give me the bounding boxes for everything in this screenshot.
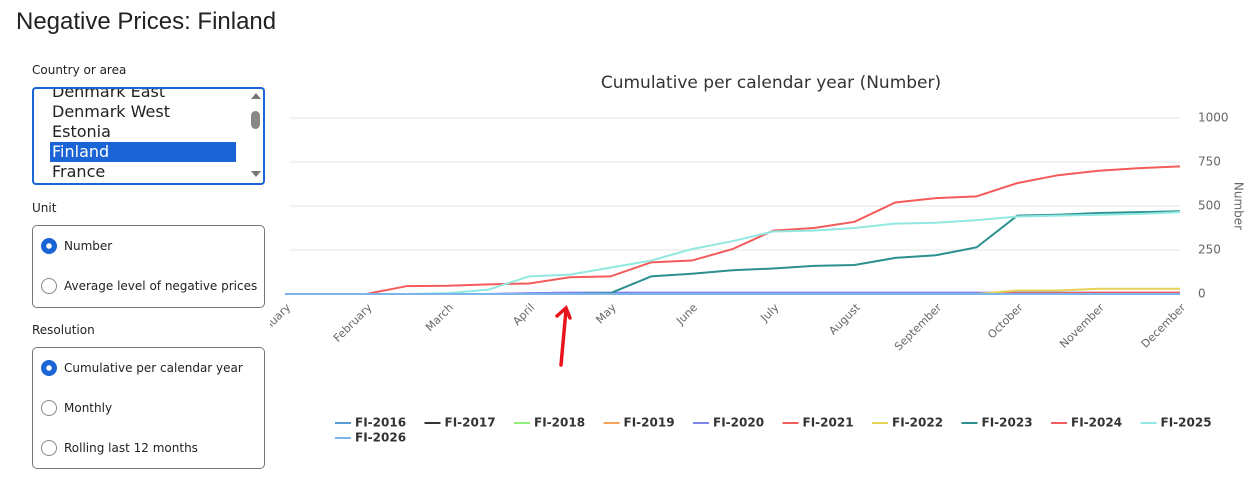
x-tick-label: October bbox=[985, 301, 1026, 342]
legend-label: FI-2017 bbox=[445, 416, 496, 430]
x-tick-label: March bbox=[423, 301, 456, 334]
legend-label: FI-2022 bbox=[892, 416, 943, 430]
x-tick-label: September bbox=[892, 301, 945, 354]
resolution-option[interactable]: Rolling last 12 months bbox=[41, 439, 198, 457]
legend-label: FI-2025 bbox=[1161, 416, 1212, 430]
page-title: Negative Prices: Finland bbox=[16, 8, 277, 35]
legend-label: FI-2023 bbox=[982, 416, 1033, 430]
country-option[interactable]: Denmark East bbox=[52, 87, 166, 101]
unit-option[interactable]: Average level of negative prices bbox=[41, 277, 257, 295]
legend-label: FI-2016 bbox=[355, 416, 406, 430]
legend-label: FI-2018 bbox=[534, 416, 585, 430]
legend-label: FI-2021 bbox=[803, 416, 854, 430]
x-tick-label: May bbox=[593, 301, 619, 327]
chart: Cumulative per calendar year (Number) Nu… bbox=[270, 73, 1246, 445]
country-option[interactable]: Finland bbox=[50, 142, 236, 162]
unit-label: Unit bbox=[32, 201, 57, 215]
x-tick-label: June bbox=[673, 301, 700, 328]
annotation-arrow bbox=[555, 305, 572, 367]
unit-option[interactable]: Number bbox=[41, 237, 112, 255]
x-tick-label: December bbox=[1139, 301, 1189, 351]
y-tick-label: 1000 bbox=[1198, 111, 1229, 125]
y-tick-label: 500 bbox=[1198, 199, 1221, 213]
x-tick-label: November bbox=[1057, 301, 1107, 351]
x-tick-label: July bbox=[758, 301, 782, 325]
legend-label: FI-2020 bbox=[713, 416, 764, 430]
unit-group: Number Average level of negative prices bbox=[32, 225, 265, 308]
country-label: Country or area bbox=[32, 63, 127, 77]
resolution-option[interactable]: Cumulative per calendar year bbox=[41, 359, 243, 377]
y-tick-label: 250 bbox=[1198, 243, 1221, 257]
legend-label: FI-2024 bbox=[1071, 416, 1122, 430]
chart-title: Cumulative per calendar year (Number) bbox=[601, 73, 941, 93]
legend-label: FI-2026 bbox=[355, 431, 406, 445]
series-line bbox=[285, 210, 1181, 295]
x-tick-label: April bbox=[510, 301, 537, 328]
resolution-label: Resolution bbox=[32, 323, 95, 337]
country-option[interactable]: France bbox=[52, 162, 106, 181]
y-tick-label: 0 bbox=[1198, 287, 1206, 301]
y-tick-label: 750 bbox=[1198, 155, 1221, 169]
resolution-option[interactable]: Monthly bbox=[41, 399, 112, 417]
series-line bbox=[285, 211, 1181, 295]
legend-label: FI-2019 bbox=[624, 416, 675, 430]
country-list[interactable]: Denmark East Denmark West Estonia Finland Fr… bbox=[32, 87, 265, 185]
country-option[interactable]: Denmark West bbox=[52, 102, 170, 121]
y-axis-label: Number bbox=[1232, 182, 1246, 230]
resolution-group: Cumulative per calendar year Monthly Rolli… bbox=[32, 347, 265, 469]
x-tick-label: August bbox=[826, 301, 863, 338]
country-option[interactable]: Estonia bbox=[52, 122, 111, 141]
x-tick-label: January bbox=[270, 301, 294, 341]
x-tick-label: February bbox=[331, 301, 375, 345]
scrollbar[interactable] bbox=[251, 91, 261, 179]
series-line bbox=[285, 165, 1181, 295]
